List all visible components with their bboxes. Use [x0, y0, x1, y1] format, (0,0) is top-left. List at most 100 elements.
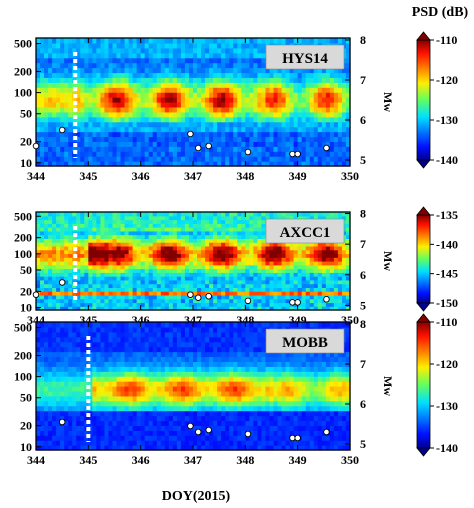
earthquake-marker	[32, 291, 40, 298]
spectrogram-heatmap	[36, 38, 351, 167]
y-tick-label: 200	[14, 231, 32, 245]
mw-tick-label: 6	[360, 113, 366, 127]
colorbar-max-arrow	[416, 31, 431, 41]
x-tick-label: 349	[289, 169, 307, 183]
colorbar-min-arrow	[416, 447, 431, 457]
x-tick-label: 344	[27, 169, 45, 183]
earthquake-marker	[323, 296, 330, 303]
earthquake-marker	[187, 130, 194, 138]
colorbar-tick-label: -140	[436, 153, 458, 167]
y-tick-label: 50	[20, 107, 32, 121]
earthquake-marker	[289, 299, 296, 306]
x-tick-label: 348	[236, 453, 254, 467]
colorbar-tick-label: -110	[436, 33, 457, 47]
earthquake-marker	[205, 142, 212, 150]
colorbar-tick-label: -130	[436, 113, 458, 127]
x-axis-title: DOY(2015)	[162, 489, 231, 504]
x-tick-label: 349	[289, 453, 307, 467]
earthquake-marker	[289, 434, 296, 442]
earthquake-marker	[32, 142, 40, 150]
mw-tick-label: 7	[360, 73, 366, 87]
x-tick-label: 347	[184, 453, 202, 467]
earthquake-marker	[187, 291, 194, 298]
x-tick-label: 348	[236, 169, 254, 183]
colorbar: -110 -120 -130 -140	[416, 31, 458, 169]
earthquake-marker	[205, 426, 212, 434]
earthquake-marker	[289, 150, 296, 158]
x-tick-label: 346	[132, 169, 150, 183]
y-tick-label: 200	[14, 348, 32, 362]
x-tick-label: 345	[79, 453, 97, 467]
earthquake-marker	[194, 428, 202, 436]
y-tick-label: 100	[14, 247, 32, 261]
earthquake-marker	[244, 297, 252, 305]
station-label-box	[265, 328, 345, 354]
earthquake-marker	[58, 418, 66, 426]
mw-axis-title: Mw	[381, 251, 395, 271]
colorbar-min-arrow	[416, 159, 431, 169]
x-tick-label: 346	[132, 453, 150, 467]
earthquake-marker	[294, 434, 301, 442]
mw-tick-label: 6	[360, 397, 366, 411]
earthquake-marker	[323, 144, 330, 152]
mw-tick-label: 5	[360, 437, 366, 451]
x-tick-label: 350	[341, 169, 359, 183]
station-label-box	[265, 218, 345, 244]
colorbar-gradient	[416, 214, 431, 304]
station-label: AXCC1	[280, 225, 331, 241]
y-tick-label: 500	[14, 209, 32, 223]
earthquake-marker	[194, 144, 202, 152]
colorbar-max-arrow	[416, 206, 431, 216]
panel-hys14: HYS14 344 345 346 347 348 349 350 10 20 50 100 200 50…	[14, 31, 458, 183]
earthquake-marker	[187, 422, 194, 430]
colorbar-tick-label: -145	[436, 267, 458, 281]
colorbar-gradient	[416, 39, 431, 161]
x-tick-label: 344	[27, 453, 45, 467]
y-tick-label: 10	[20, 440, 32, 454]
y-tick-label: 20	[20, 419, 32, 433]
earthquake-marker	[244, 148, 252, 156]
earthquake-marker	[194, 294, 202, 302]
earthquake-marker	[323, 428, 330, 436]
station-label: MOBB	[282, 335, 328, 351]
colorbar: -135 -140 -145 -150	[416, 206, 458, 312]
colorbar-tick-label: -110	[436, 315, 457, 329]
colorbar-tick-label: -135	[436, 208, 458, 222]
y-tick-label: 20	[20, 135, 32, 149]
mw-axis-title: Mw	[381, 92, 395, 112]
mw-tick-label: 7	[360, 357, 366, 371]
colorbar-tick-label: -150	[436, 296, 458, 310]
earthquake-marker	[58, 279, 66, 286]
colorbar-tick-label: -130	[436, 399, 458, 413]
y-tick-label: 20	[20, 284, 32, 298]
mw-tick-label: 6	[360, 268, 366, 282]
spectrogram-heatmap	[36, 322, 351, 451]
spectrogram-heatmap	[36, 212, 351, 311]
colorbar-tick-label: -120	[436, 357, 458, 371]
x-tick-label: 347	[184, 169, 202, 183]
earthquake-marker	[244, 430, 252, 438]
earthquake-marker	[294, 299, 301, 306]
mw-tick-label: 5	[360, 153, 366, 167]
panel-mobb: MOBB 344 345 346 347 348 349 350 10 20 50 100 200 500…	[14, 313, 458, 467]
y-tick-label: 200	[14, 64, 32, 78]
colorbar-gradient	[416, 321, 431, 449]
colorbar-tick-label: -140	[436, 237, 458, 251]
mw-tick-label: 8	[360, 33, 366, 47]
y-tick-label: 500	[14, 321, 32, 335]
y-tick-label: 500	[14, 37, 32, 51]
earthquake-marker	[294, 150, 301, 158]
y-tick-label: 10	[20, 156, 32, 170]
mw-tick-label: 8	[360, 317, 366, 331]
colorbar-min-arrow	[416, 302, 431, 312]
mw-tick-label: 7	[360, 237, 366, 251]
earthquake-marker	[58, 126, 66, 134]
mw-tick-label: 8	[360, 207, 366, 221]
station-label-box	[265, 44, 345, 70]
colorbar-title: PSD (dB)	[412, 5, 469, 20]
y-tick-label: 100	[14, 86, 32, 100]
y-tick-label: 50	[20, 263, 32, 277]
x-tick-label: 350	[341, 453, 359, 467]
y-tick-label: 10	[20, 301, 32, 315]
